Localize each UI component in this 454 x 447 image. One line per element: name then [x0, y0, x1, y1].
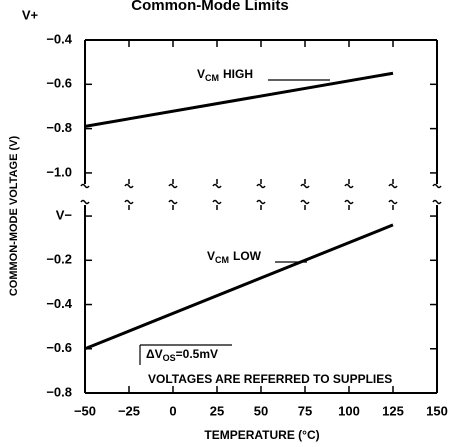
axis-break [124, 183, 134, 189]
data-line [84, 71, 394, 128]
y-axis-label: COMMON-MODE VOLTAGE (V) [8, 136, 20, 297]
axis-break [432, 183, 442, 189]
x-tick-label: 125 [382, 403, 404, 418]
annotation-text: ΔV [146, 347, 163, 361]
annotation: ΔVOS=0.5mV [146, 347, 218, 363]
annotation-subscript: OS [163, 353, 176, 363]
x-tick-label: 150 [426, 403, 448, 418]
y-tick-label: −0.8 [46, 384, 72, 399]
axis-break [168, 199, 178, 205]
y-tick-label: −0.6 [46, 340, 72, 355]
y-tick-label: −0.8 [46, 120, 72, 135]
y-tick-label: −0.4 [46, 296, 72, 311]
axis-break [168, 183, 178, 189]
annotation: VCM LOW [207, 249, 262, 265]
annotation-tail: HIGH [223, 67, 253, 81]
annotation-subscript: CM [215, 255, 229, 265]
axis-break [256, 199, 266, 205]
x-tick-label: 75 [298, 403, 312, 418]
axis-break [80, 183, 90, 189]
y-tick-label: −0.4 [46, 31, 72, 46]
axis-break [124, 199, 134, 205]
x-tick-label: 100 [338, 403, 360, 418]
annotation-text: V [197, 67, 205, 81]
y-tick-label: −1.0 [46, 164, 72, 179]
x-tick-label: 0 [169, 403, 176, 418]
annotation-tail: =0.5mV [176, 347, 218, 361]
axis-break [432, 199, 442, 205]
axis-break [212, 199, 222, 205]
x-tick-label: 25 [210, 403, 224, 418]
data-line [84, 223, 394, 351]
axis-break [300, 199, 310, 205]
chart-title: Common-Mode Limits [131, 0, 289, 14]
top-label: V+ [22, 7, 39, 22]
annotation: VCM HIGH [197, 67, 253, 83]
annotation-tail: LOW [233, 249, 262, 263]
annotation-text: V [207, 249, 215, 263]
annotation: VOLTAGES ARE REFERRED TO SUPPLIES [148, 372, 392, 386]
x-tick-label: −25 [118, 403, 140, 418]
annotation-text: VOLTAGES ARE REFERRED TO SUPPLIES [148, 372, 392, 386]
x-axis-label: TEMPERATURE (°C) [204, 428, 319, 442]
axis-break [256, 183, 266, 189]
y-tick-label: −0.2 [46, 252, 72, 267]
axis-break [212, 183, 222, 189]
x-tick-label: 50 [254, 403, 268, 418]
axis-break [344, 183, 354, 189]
y-tick-label: −0.6 [46, 76, 72, 91]
axis-break [388, 199, 398, 205]
axis-break [388, 183, 398, 189]
axis-break [80, 199, 90, 205]
x-tick-label: −50 [74, 403, 96, 418]
annotation-subscript: CM [205, 73, 219, 83]
axis-break [300, 183, 310, 189]
axis-break [344, 199, 354, 205]
y-tick-label: V− [56, 207, 73, 222]
